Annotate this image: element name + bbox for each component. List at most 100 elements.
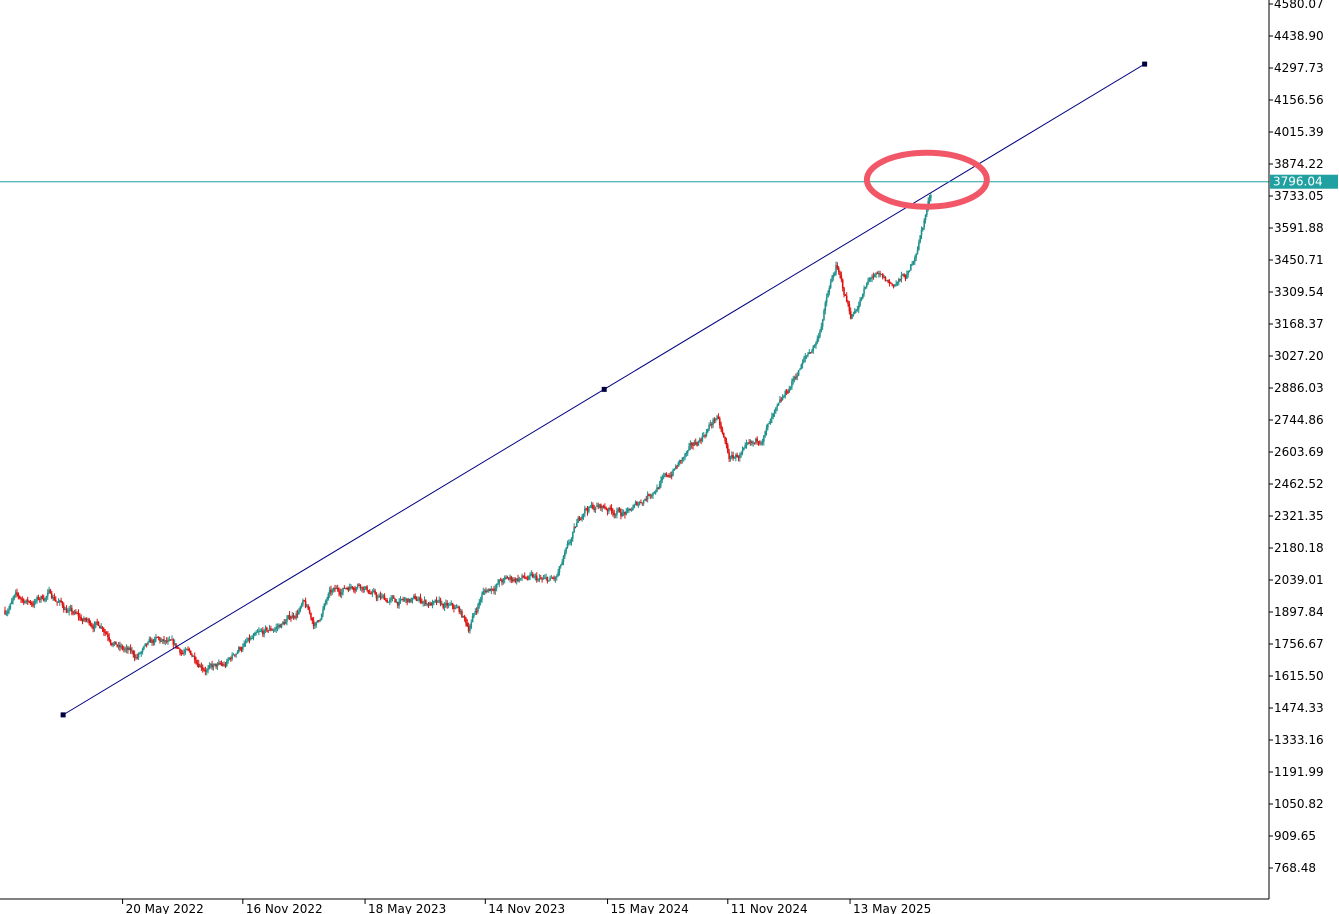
candle-body — [577, 517, 579, 523]
candle-body — [608, 507, 610, 512]
candle-body — [714, 418, 717, 421]
candle-body — [668, 476, 670, 478]
candle-body — [61, 601, 64, 606]
candle-body — [69, 607, 72, 610]
candle-body — [889, 282, 892, 284]
candle-body — [620, 512, 622, 516]
candle-body — [108, 637, 111, 641]
candle-body — [208, 665, 211, 669]
candle-body — [893, 284, 896, 287]
candle-body — [283, 622, 286, 625]
candle-body — [176, 647, 179, 649]
candle-body — [535, 575, 538, 581]
candle-body — [877, 273, 880, 275]
candle-body — [292, 615, 295, 617]
candle-body — [366, 586, 368, 591]
y-tick-label: 1333.16 — [1274, 733, 1324, 747]
candle-body — [538, 578, 541, 580]
candle-body — [819, 330, 821, 337]
candle-body — [197, 663, 200, 668]
current-price-tag — [1270, 174, 1338, 189]
candle-body — [477, 605, 479, 612]
candle-body — [521, 575, 523, 579]
candle-body — [141, 648, 144, 652]
candle-body — [592, 504, 594, 509]
candle-body — [57, 601, 60, 603]
candle-body — [34, 600, 37, 602]
candle-body — [196, 663, 199, 665]
candle-body — [885, 280, 888, 282]
candle-body — [101, 626, 104, 630]
candle-body — [91, 625, 93, 627]
candle-body — [616, 511, 618, 515]
candle-body — [84, 618, 86, 620]
y-tick-label: 909.65 — [1274, 829, 1316, 843]
candle-body — [660, 480, 662, 484]
candle-body — [539, 578, 542, 580]
candle-body — [596, 505, 598, 507]
candle-body — [525, 577, 527, 579]
overlays-layer — [0, 61, 1269, 718]
candle-body — [875, 273, 877, 275]
candle-body — [752, 442, 754, 444]
candle-body — [453, 605, 455, 609]
candle-body — [228, 657, 231, 660]
candle-body — [201, 667, 204, 670]
candle-body — [747, 442, 749, 444]
candle-body — [344, 588, 347, 590]
candle-body — [205, 670, 208, 672]
candle-body — [618, 508, 621, 513]
candle-body — [100, 626, 102, 629]
candle-body — [757, 441, 760, 443]
candle-body — [207, 668, 209, 671]
candle-body — [568, 542, 570, 544]
candle-body — [755, 438, 757, 443]
candle-body — [600, 504, 602, 509]
candle-body — [60, 600, 62, 602]
candle-body — [149, 639, 152, 643]
candle-body — [670, 475, 673, 477]
candle-body — [467, 625, 470, 632]
candle-body — [555, 576, 558, 578]
candle-body — [16, 592, 18, 594]
candle-body — [104, 631, 107, 633]
candle-body — [872, 276, 875, 278]
candle-body — [576, 522, 578, 527]
candle-body — [185, 649, 188, 651]
candle-body — [490, 588, 493, 591]
candle-body — [832, 275, 835, 278]
candle-body — [66, 611, 69, 613]
candle-body — [45, 596, 48, 599]
candle-body — [10, 600, 13, 604]
candles-layer — [4, 193, 932, 676]
candle-body — [121, 646, 124, 649]
candle-body — [474, 611, 477, 614]
candle-body — [529, 574, 531, 577]
candle-body — [808, 352, 811, 355]
candle-body — [410, 600, 412, 602]
candle-body — [187, 649, 189, 651]
candle-body — [726, 445, 729, 453]
y-tick-label: 2321.35 — [1274, 509, 1324, 523]
candle-body — [827, 292, 829, 298]
candle-body — [380, 596, 383, 598]
candle-body — [327, 593, 330, 600]
candle-body — [696, 443, 698, 446]
candle-body — [807, 354, 809, 356]
candle-body — [533, 576, 535, 578]
candle-body — [295, 613, 298, 618]
candle-body — [777, 402, 780, 406]
candle-body — [466, 623, 469, 626]
candle-body — [216, 664, 219, 667]
candle-body — [107, 634, 109, 638]
candle-body — [447, 604, 450, 606]
candle-body — [565, 547, 567, 553]
candle-body — [674, 466, 677, 469]
candle-body — [507, 578, 510, 580]
candle-body — [260, 630, 263, 632]
candle-body — [604, 506, 606, 509]
candle-body — [803, 358, 805, 362]
candle-body — [394, 598, 396, 603]
